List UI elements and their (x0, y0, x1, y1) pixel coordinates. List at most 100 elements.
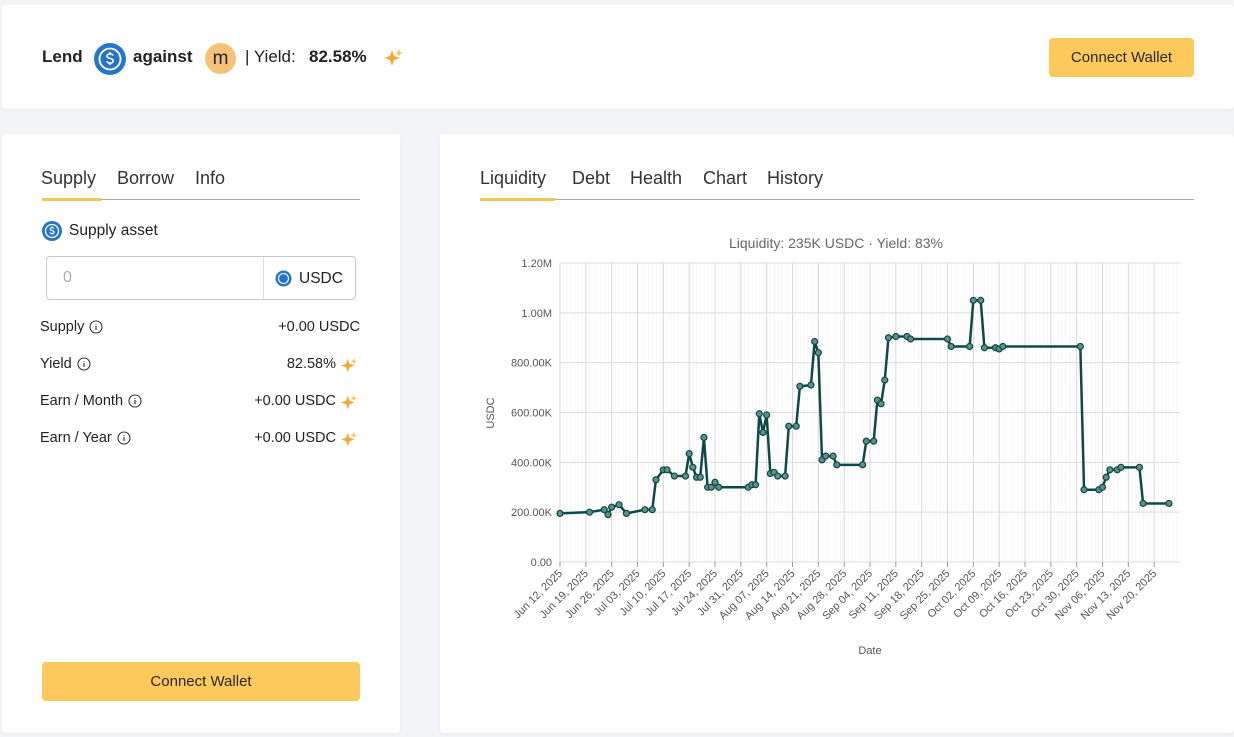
info-icon (89, 320, 103, 334)
point (670, 472, 679, 480)
point (1080, 486, 1088, 494)
row-value: +0.00 USDC (254, 430, 336, 446)
point (796, 382, 804, 390)
y-tick-label: 200.00K (511, 507, 553, 519)
point (1139, 499, 1147, 508)
point (999, 342, 1007, 351)
y-tick-label: 400.00K (511, 457, 553, 469)
point (859, 461, 867, 469)
lend-text: Lend (42, 47, 83, 66)
point (1102, 473, 1110, 481)
point (807, 381, 815, 389)
point (585, 508, 594, 516)
collateral-icon: m (205, 43, 236, 74)
point (1106, 466, 1114, 474)
against-text: against (133, 47, 193, 66)
point (1135, 463, 1144, 471)
connect-wallet-button[interactable]: Connect Wallet (42, 662, 360, 701)
tab[interactable]: Health (630, 168, 683, 188)
point (862, 437, 870, 445)
point (870, 437, 878, 445)
point (685, 450, 693, 458)
usdc-icon (94, 43, 126, 75)
yield-label: | Yield: (245, 47, 296, 66)
active-tab-underline (42, 198, 101, 201)
x-axis-label: Date (858, 645, 881, 657)
sparkle-icon (341, 431, 358, 447)
point (1098, 483, 1107, 491)
tab[interactable]: History (767, 168, 824, 188)
input-divider (263, 257, 264, 299)
point (755, 410, 763, 418)
active-tab-underline (480, 198, 555, 201)
point (759, 428, 767, 437)
point (947, 342, 955, 351)
point (943, 335, 952, 343)
row-value: +0.00 USDC (278, 319, 360, 335)
y-tick-label: 600.00K (511, 408, 553, 420)
point (1165, 499, 1173, 508)
y-tick-label: 800.00K (511, 358, 553, 370)
row-label: Earn / Month (40, 393, 142, 409)
point (707, 483, 715, 491)
liquidity-chart: Liquidity: 235K USDC · Yield: 83% USDC D… (485, 235, 1180, 657)
point (906, 335, 915, 343)
info-icon (128, 394, 142, 408)
connect-wallet-button[interactable]: Connect Wallet (1049, 38, 1194, 77)
sparkle-icon (341, 394, 358, 410)
point (648, 506, 656, 514)
point (980, 344, 989, 352)
tab[interactable]: Borrow (117, 168, 175, 188)
tab[interactable]: Debt (572, 168, 611, 188)
label: Yield (40, 356, 72, 372)
y-tick-label: 1.20M (521, 258, 552, 270)
yield-value: 82.58% (309, 47, 367, 66)
tab[interactable]: Chart (703, 168, 748, 188)
label: Earn / Month (40, 393, 124, 409)
point (833, 461, 841, 469)
row-label: Yield (40, 356, 91, 372)
point (652, 476, 660, 484)
point (556, 509, 564, 518)
input-asset: USDC (299, 270, 343, 287)
point (969, 296, 977, 304)
usdc-icon (42, 221, 62, 241)
point (892, 332, 900, 341)
tab[interactable]: Info (195, 168, 226, 188)
info-icon (77, 357, 91, 371)
usdc-icon (275, 270, 292, 287)
info-icon (117, 431, 131, 445)
point (615, 501, 623, 509)
point (785, 422, 793, 430)
chart-title: Liquidity: 235K USDC · Yield: 83% (729, 235, 943, 251)
amount-input[interactable]: 0 USDC (46, 256, 356, 300)
row-label: Supply (40, 319, 103, 335)
asset-label: Supply asset (69, 222, 158, 239)
point (604, 511, 612, 519)
row-label: Earn / Year (40, 430, 131, 446)
point (814, 349, 822, 357)
point (696, 473, 704, 481)
button-label: Connect Wallet (1070, 49, 1173, 66)
y-tick-label: 1.00M (521, 308, 552, 320)
tab-rule (480, 199, 1194, 200)
row-value: 82.58% (286, 356, 336, 372)
point (622, 509, 631, 518)
tab-rule (42, 199, 360, 200)
label: Supply (40, 319, 85, 335)
point (681, 472, 690, 480)
tab[interactable]: Supply (41, 168, 97, 188)
point (689, 463, 697, 471)
point (811, 337, 819, 346)
sparkle-icon (384, 49, 403, 66)
point (763, 411, 771, 419)
point (884, 334, 893, 342)
point (600, 506, 608, 514)
point (700, 433, 708, 442)
point (966, 342, 974, 351)
point (774, 472, 782, 480)
tab[interactable]: Liquidity (480, 168, 547, 188)
button-label: Connect Wallet (150, 673, 252, 690)
label: Earn / Year (40, 430, 112, 446)
